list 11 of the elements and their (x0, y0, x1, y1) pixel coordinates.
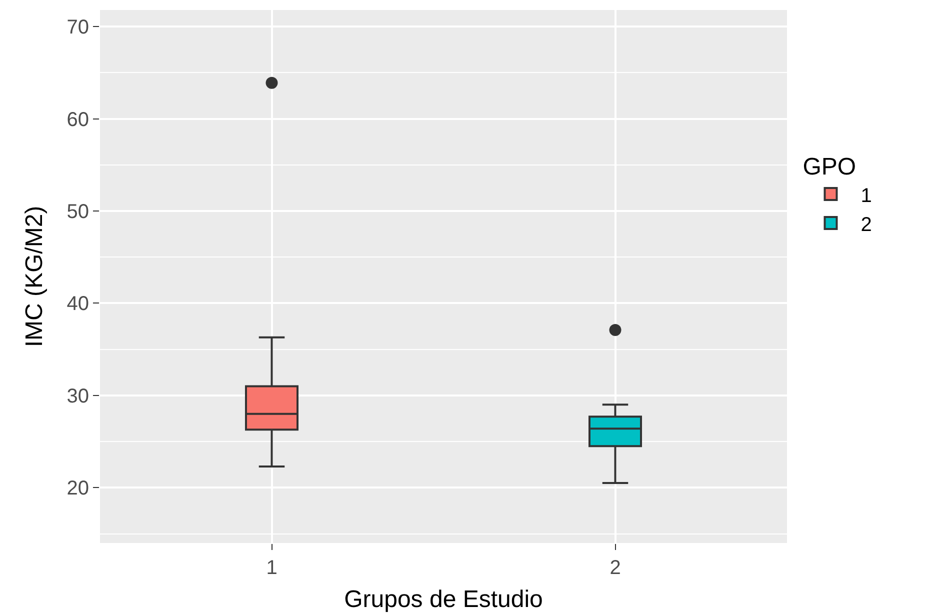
x-axis-title: Grupos de Estudio (344, 586, 543, 613)
y-tick-label: 40 (66, 293, 89, 316)
y-axis-title: IMC (KG/M2) (21, 206, 48, 348)
y-tick-label: 30 (66, 385, 89, 408)
y-tick-label: 60 (66, 108, 89, 131)
legend-title: GPO (802, 153, 856, 180)
y-tick-label: 20 (66, 478, 89, 500)
y-tick-label: 70 (66, 16, 89, 39)
legend-label: 2 (860, 214, 872, 236)
legend-label: 1 (860, 184, 872, 207)
y-tick-label: 50 (66, 201, 89, 224)
